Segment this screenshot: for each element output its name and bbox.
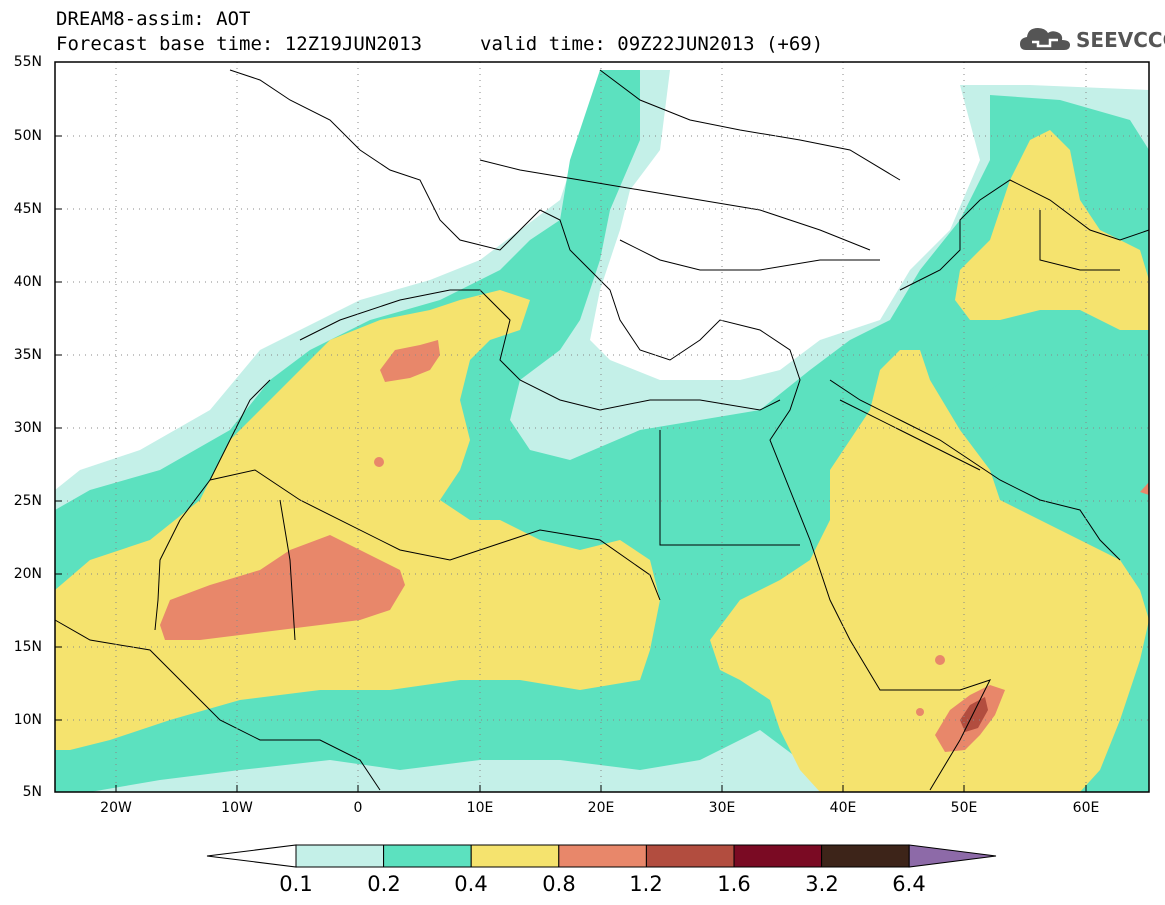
lat-label-5n: 5N	[22, 784, 42, 800]
logo-text: SEEVCCC	[1076, 28, 1165, 52]
lon-label-0: 0	[353, 800, 363, 816]
lat-label-55n: 55N	[13, 54, 42, 70]
colorbar-label: 0.4	[454, 872, 488, 896]
aot-contour-04-caspian	[955, 130, 1149, 330]
colorbar-low-arrow	[206, 844, 297, 868]
lon-label-60e: 60E	[1072, 800, 1100, 816]
aot-contour-08-sahel	[160, 535, 405, 640]
colorbar-bin-5	[645, 844, 735, 868]
colorbar-label: 1.6	[717, 872, 751, 896]
aot-field	[55, 62, 1149, 792]
model-title: DREAM8-assim: AOT	[56, 8, 251, 30]
aot-contour-08-edge	[1140, 482, 1149, 495]
lat-label-20n: 20N	[13, 566, 42, 582]
lat-label-15n: 15N	[13, 639, 42, 655]
lon-label-20e: 20E	[587, 800, 615, 816]
colorbar-bin-1	[295, 844, 385, 868]
colorbar-label: 0.8	[542, 872, 576, 896]
aot-clear-patch	[990, 360, 1090, 410]
lat-label-30n: 30N	[13, 420, 42, 436]
colorbar-bin-3	[470, 844, 560, 868]
colorbar-bin-2	[383, 844, 472, 868]
map-frame	[54, 61, 1150, 793]
colorbar	[206, 844, 997, 868]
colorbar-label: 3.2	[805, 872, 839, 896]
aot-contour-04-east	[710, 350, 1149, 792]
lon-label-50e: 50E	[950, 800, 978, 816]
lat-label-25n: 25N	[13, 493, 42, 509]
seevccc-logo: SEEVCCC	[1018, 22, 1165, 56]
lat-label-45n: 45N	[13, 201, 42, 217]
colorbar-label: 1.2	[629, 872, 663, 896]
cloud-logo-icon	[1020, 28, 1070, 50]
valid-time: valid time: 09Z22JUN2013 (+69)	[480, 33, 824, 55]
lon-label-20w: 20W	[100, 800, 132, 816]
aot-contour-12-horn	[960, 697, 988, 732]
lat-label-40n: 40N	[13, 274, 42, 290]
lon-label-10w: 10W	[221, 800, 253, 816]
lon-label-30e: 30E	[708, 800, 736, 816]
aot-contour-08-spot2	[935, 655, 945, 665]
colorbar-bin-6	[733, 844, 823, 868]
colorbar-high-arrow	[908, 844, 997, 868]
lat-label-50n: 50N	[13, 128, 42, 144]
colorbar-label: 0.1	[279, 872, 313, 896]
lon-label-10e: 10E	[466, 800, 494, 816]
colorbar-bin-4	[558, 844, 647, 868]
lat-label-10n: 10N	[13, 712, 42, 728]
colorbar-label: 0.2	[367, 872, 401, 896]
grid-lines	[55, 62, 1149, 792]
tick-marks	[55, 61, 1087, 792]
colorbar-label: 6.4	[892, 872, 926, 896]
lat-label-35n: 35N	[13, 347, 42, 363]
colorbar-bin-7	[821, 844, 910, 868]
forecast-base-time: Forecast base time: 12Z19JUN2013	[56, 33, 423, 55]
aot-contour-08-algeria	[380, 340, 440, 382]
aot-contour-08-spot3	[916, 708, 924, 716]
aot-contour-08-spot	[374, 457, 384, 467]
lon-label-40e: 40E	[829, 800, 857, 816]
